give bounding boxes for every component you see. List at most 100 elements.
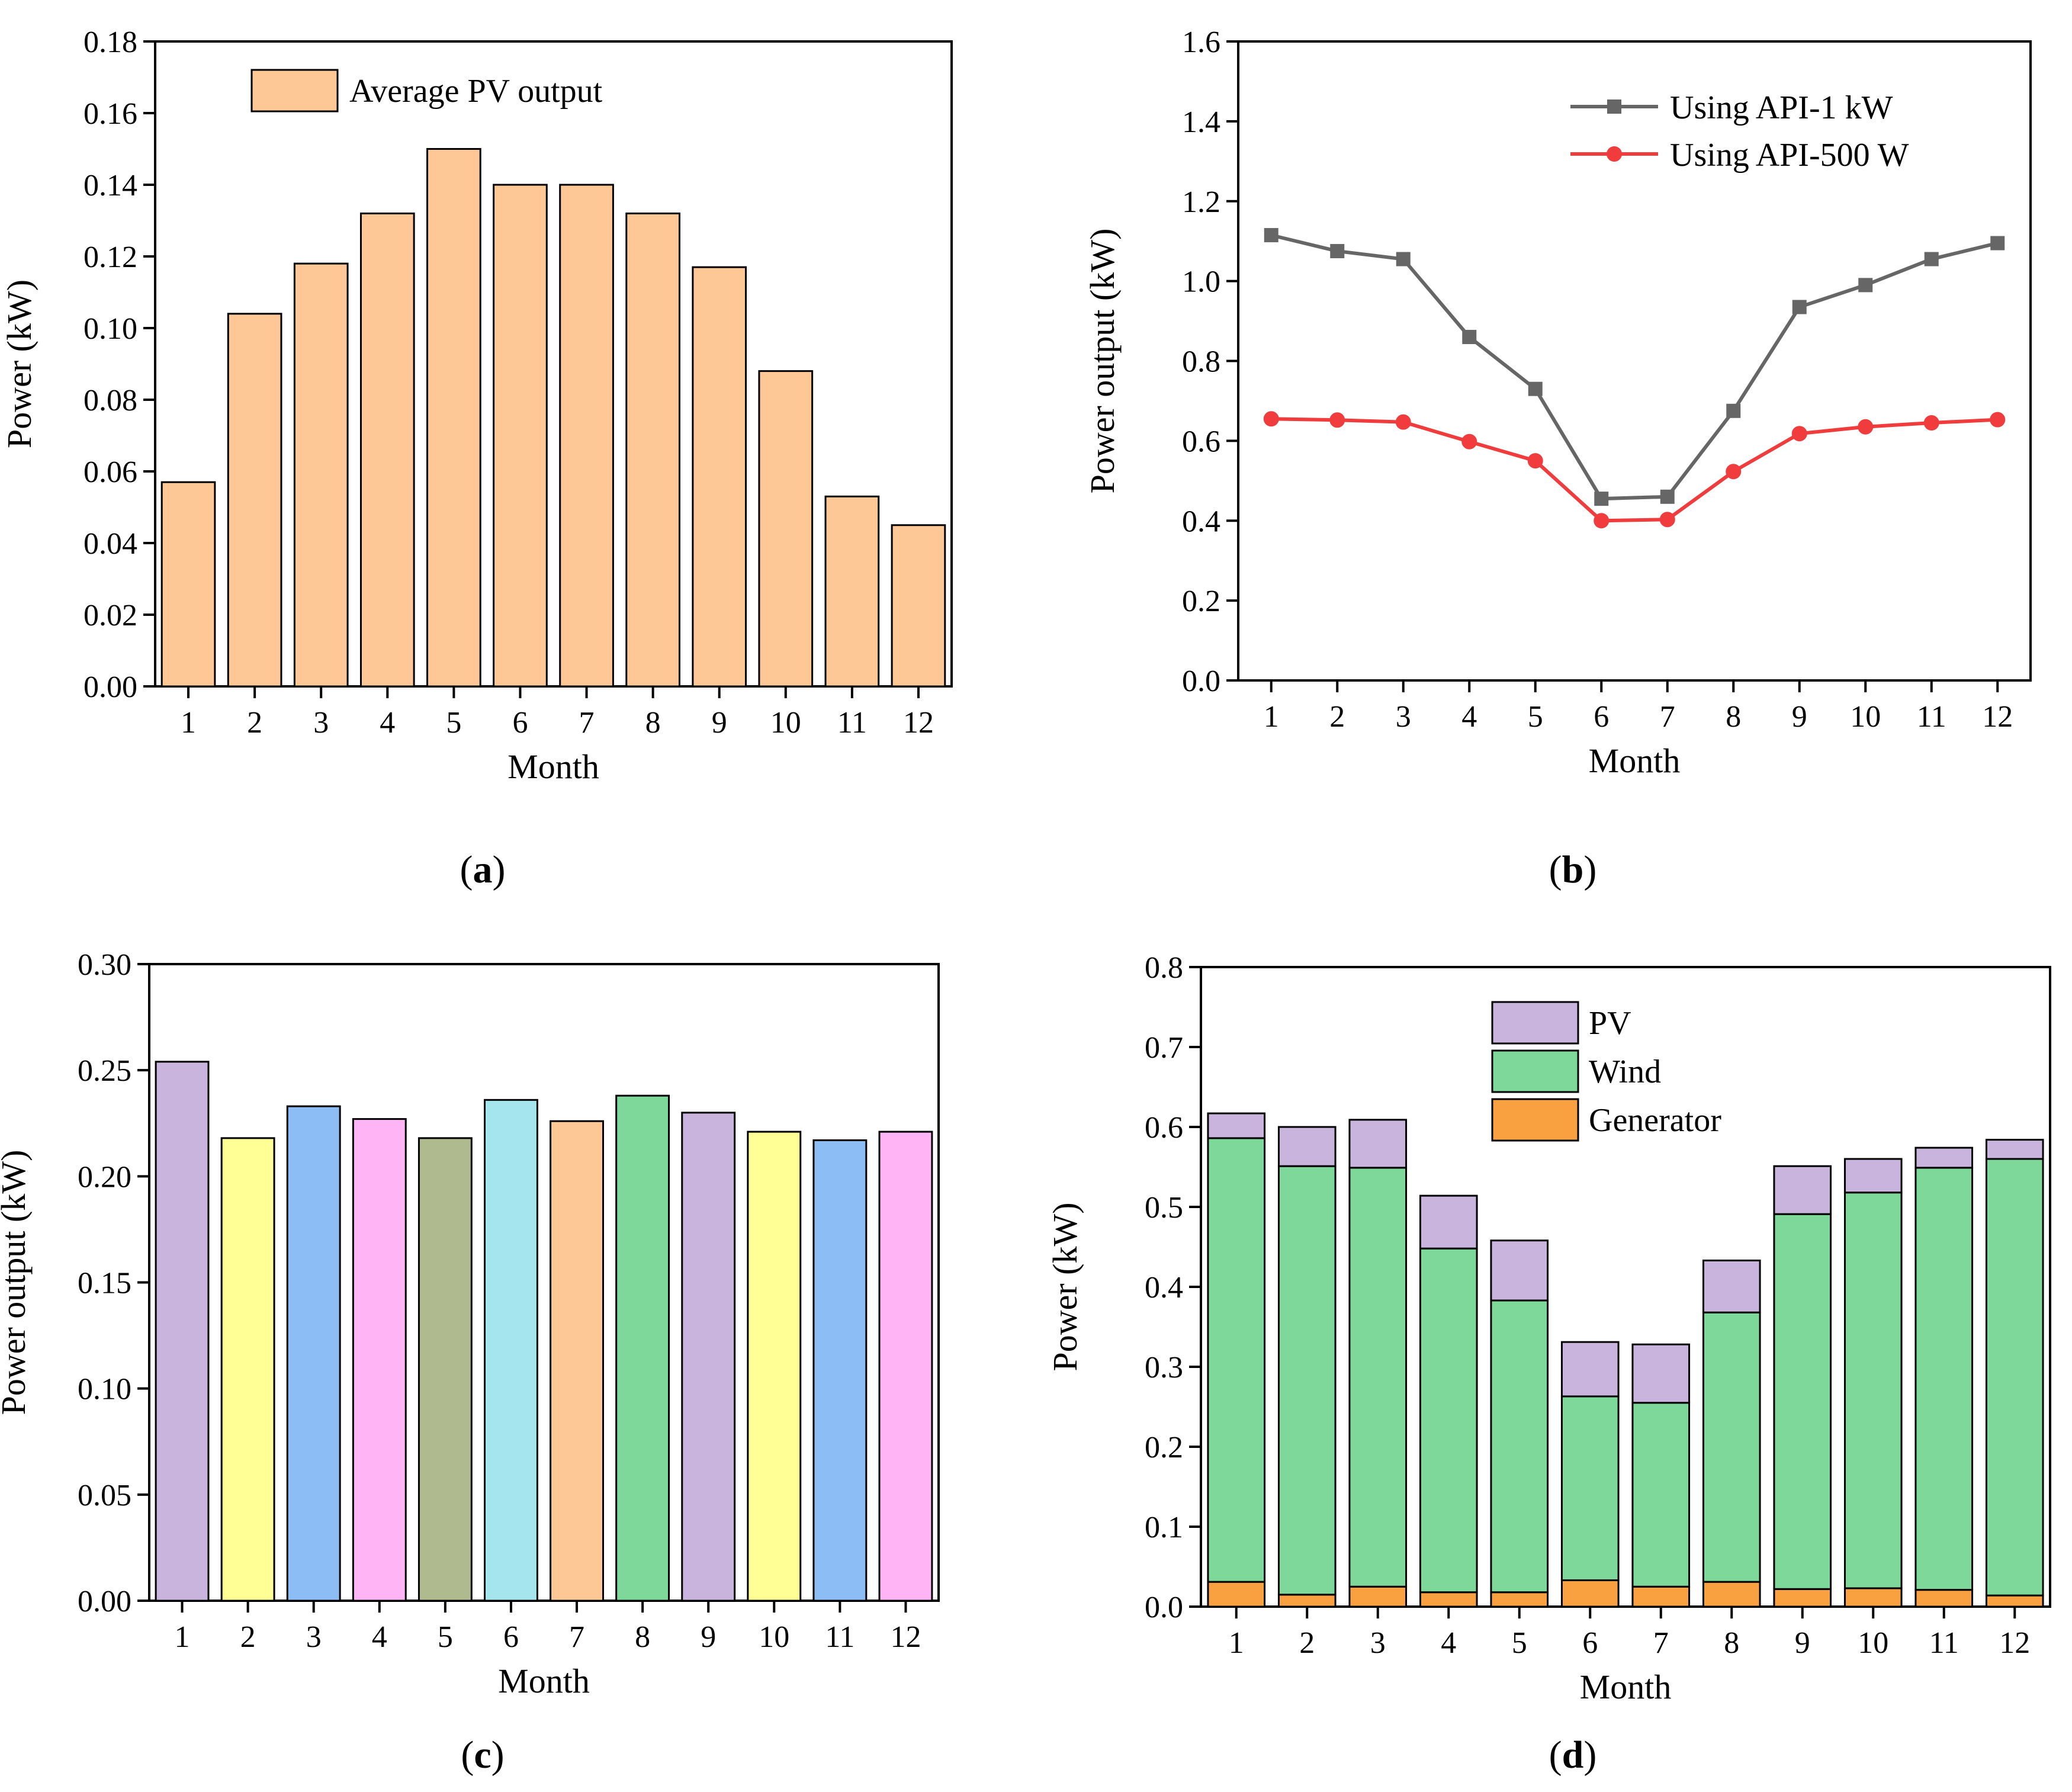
series-line-2 — [1271, 417, 1998, 523]
bar-month-6 — [484, 1099, 538, 1602]
y-tick-label: 0.7 — [1145, 1031, 1183, 1065]
x-tick-label: 1 — [181, 706, 196, 740]
y-tick-label: 0.10 — [83, 312, 137, 346]
point-api500w-month-5 — [1527, 453, 1543, 469]
bar-generator-month-4 — [1419, 1591, 1478, 1608]
bar-wind-month-2 — [1277, 1165, 1337, 1596]
y-tick-label: 0.2 — [1182, 585, 1220, 618]
x-tick-label: 12 — [1999, 1626, 2030, 1660]
y-tick-label: 0.6 — [1182, 425, 1220, 458]
x-tick-label: 9 — [1792, 700, 1807, 734]
x-tick-label: 3 — [306, 1620, 322, 1654]
x-tick-label: 6 — [1594, 700, 1609, 734]
x-tick-label: 10 — [770, 706, 801, 740]
bar-wind-month-1 — [1207, 1137, 1266, 1583]
y-tick-label: 0.00 — [83, 670, 137, 704]
x-tick-label: 1 — [175, 1620, 190, 1654]
bar-wind-month-8 — [1702, 1311, 1761, 1583]
bar-generator-month-7 — [1631, 1585, 1691, 1608]
bar-month-5 — [417, 1137, 473, 1602]
point-api1kw-month-2 — [1330, 244, 1345, 259]
caption-paren: ) — [1583, 1733, 1596, 1777]
x-tick-label: 5 — [438, 1620, 453, 1654]
bar-month-6 — [493, 184, 548, 688]
y-tick-label: 0.10 — [78, 1373, 131, 1406]
x-tick-label: 8 — [645, 706, 661, 740]
point-api1kw-month-10 — [1858, 278, 1873, 293]
bar-month-4 — [352, 1118, 407, 1602]
point-api1kw-month-5 — [1528, 381, 1543, 396]
bar-pv-month-4 — [1419, 1194, 1478, 1250]
legend-label: Using API-500 W — [1670, 137, 1909, 174]
caption-paren: ( — [461, 1733, 474, 1777]
bar-wind-month-7 — [1631, 1402, 1691, 1588]
bar-generator-month-8 — [1702, 1581, 1761, 1608]
legend-label: Wind — [1589, 1054, 1661, 1090]
x-tick-label: 1 — [1264, 700, 1279, 734]
bar-wind-month-11 — [1914, 1167, 1974, 1591]
bar-pv-month-1 — [1207, 1112, 1266, 1139]
y-tick-label: 1.0 — [1182, 265, 1220, 299]
x-tick-label: 6 — [1582, 1626, 1598, 1660]
bar-month-5 — [426, 148, 481, 688]
bar-generator-month-2 — [1277, 1594, 1337, 1608]
y-axis-label: Power (kW) — [0, 280, 38, 448]
y-tick-label: 1.6 — [1182, 25, 1220, 59]
x-tick-label: 4 — [1441, 1626, 1456, 1660]
point-api1kw-month-3 — [1396, 252, 1411, 266]
y-tick-label: 0.18 — [83, 25, 137, 59]
y-tick-label: 0.06 — [83, 455, 137, 489]
bar-wind-month-12 — [1985, 1158, 2044, 1597]
point-api500w-month-6 — [1594, 513, 1610, 529]
y-axis-label: Power output (kW) — [1083, 229, 1122, 494]
y-tick-label: 0.14 — [83, 169, 137, 203]
y-tick-label: 0.20 — [78, 1160, 131, 1194]
y-tick-label: 0.08 — [83, 384, 137, 418]
bar-pv-month-5 — [1490, 1239, 1549, 1302]
point-api500w-month-8 — [1726, 464, 1742, 480]
bar-month-9 — [681, 1112, 736, 1602]
x-tick-label: 7 — [1660, 700, 1675, 734]
point-api500w-month-3 — [1395, 414, 1411, 430]
bar-wind-month-5 — [1490, 1299, 1549, 1594]
panel-b: 0.00.20.40.60.81.01.21.41.61 2 3 4 5 6 7 8 9 10 11… — [1083, 25, 2032, 891]
bar-wind-month-4 — [1419, 1247, 1478, 1594]
point-api1kw-month-12 — [1990, 236, 2005, 251]
bar-pv-month-8 — [1702, 1259, 1761, 1314]
bar-month-12 — [878, 1131, 933, 1602]
legend-label: PV — [1589, 1005, 1631, 1042]
point-api500w-month-9 — [1791, 426, 1807, 442]
point-api1kw-month-4 — [1462, 330, 1477, 345]
x-tick-label: 3 — [313, 706, 329, 740]
point-api500w-month-7 — [1659, 512, 1675, 528]
y-tick-label: 1.4 — [1182, 105, 1220, 139]
bar-month-10 — [758, 370, 814, 688]
x-axis-label: Month — [498, 1662, 590, 1700]
x-tick-label: 1 — [1229, 1626, 1244, 1660]
point-api1kw-month-1 — [1264, 228, 1278, 243]
panel-d: 0.00.10.20.30.40.50.60.70.81 2 3 4 5 6 7 8 9 10 11… — [1046, 951, 2051, 1777]
x-tick-label: 4 — [372, 1620, 387, 1654]
legend-label: Using API-1 kW — [1670, 89, 1893, 126]
x-tick-label: 2 — [247, 706, 262, 740]
bar-generator-month-6 — [1560, 1579, 1620, 1608]
bar-generator-month-3 — [1348, 1585, 1408, 1608]
bar-pv-month-2 — [1277, 1126, 1337, 1167]
x-tick-label: 2 — [240, 1620, 256, 1654]
panel-caption: (d) — [1549, 1733, 1597, 1777]
y-tick-label: 0.16 — [83, 97, 137, 131]
y-tick-label: 0.2 — [1145, 1431, 1183, 1465]
legend-swatch — [250, 69, 339, 113]
bar-month-1 — [160, 481, 216, 688]
y-tick-label: 0.00 — [78, 1585, 131, 1618]
x-tick-label: 6 — [503, 1620, 519, 1654]
x-tick-label: 11 — [1917, 700, 1946, 734]
y-tick-label: 0.30 — [78, 948, 131, 982]
bar-generator-month-10 — [1843, 1587, 1903, 1608]
bar-month-12 — [891, 524, 946, 688]
x-tick-label: 5 — [1528, 700, 1543, 734]
bar-month-2 — [220, 1137, 275, 1602]
caption-letter: a — [473, 848, 493, 891]
x-axis-label: Month — [1589, 741, 1681, 780]
bar-month-1 — [155, 1061, 210, 1602]
